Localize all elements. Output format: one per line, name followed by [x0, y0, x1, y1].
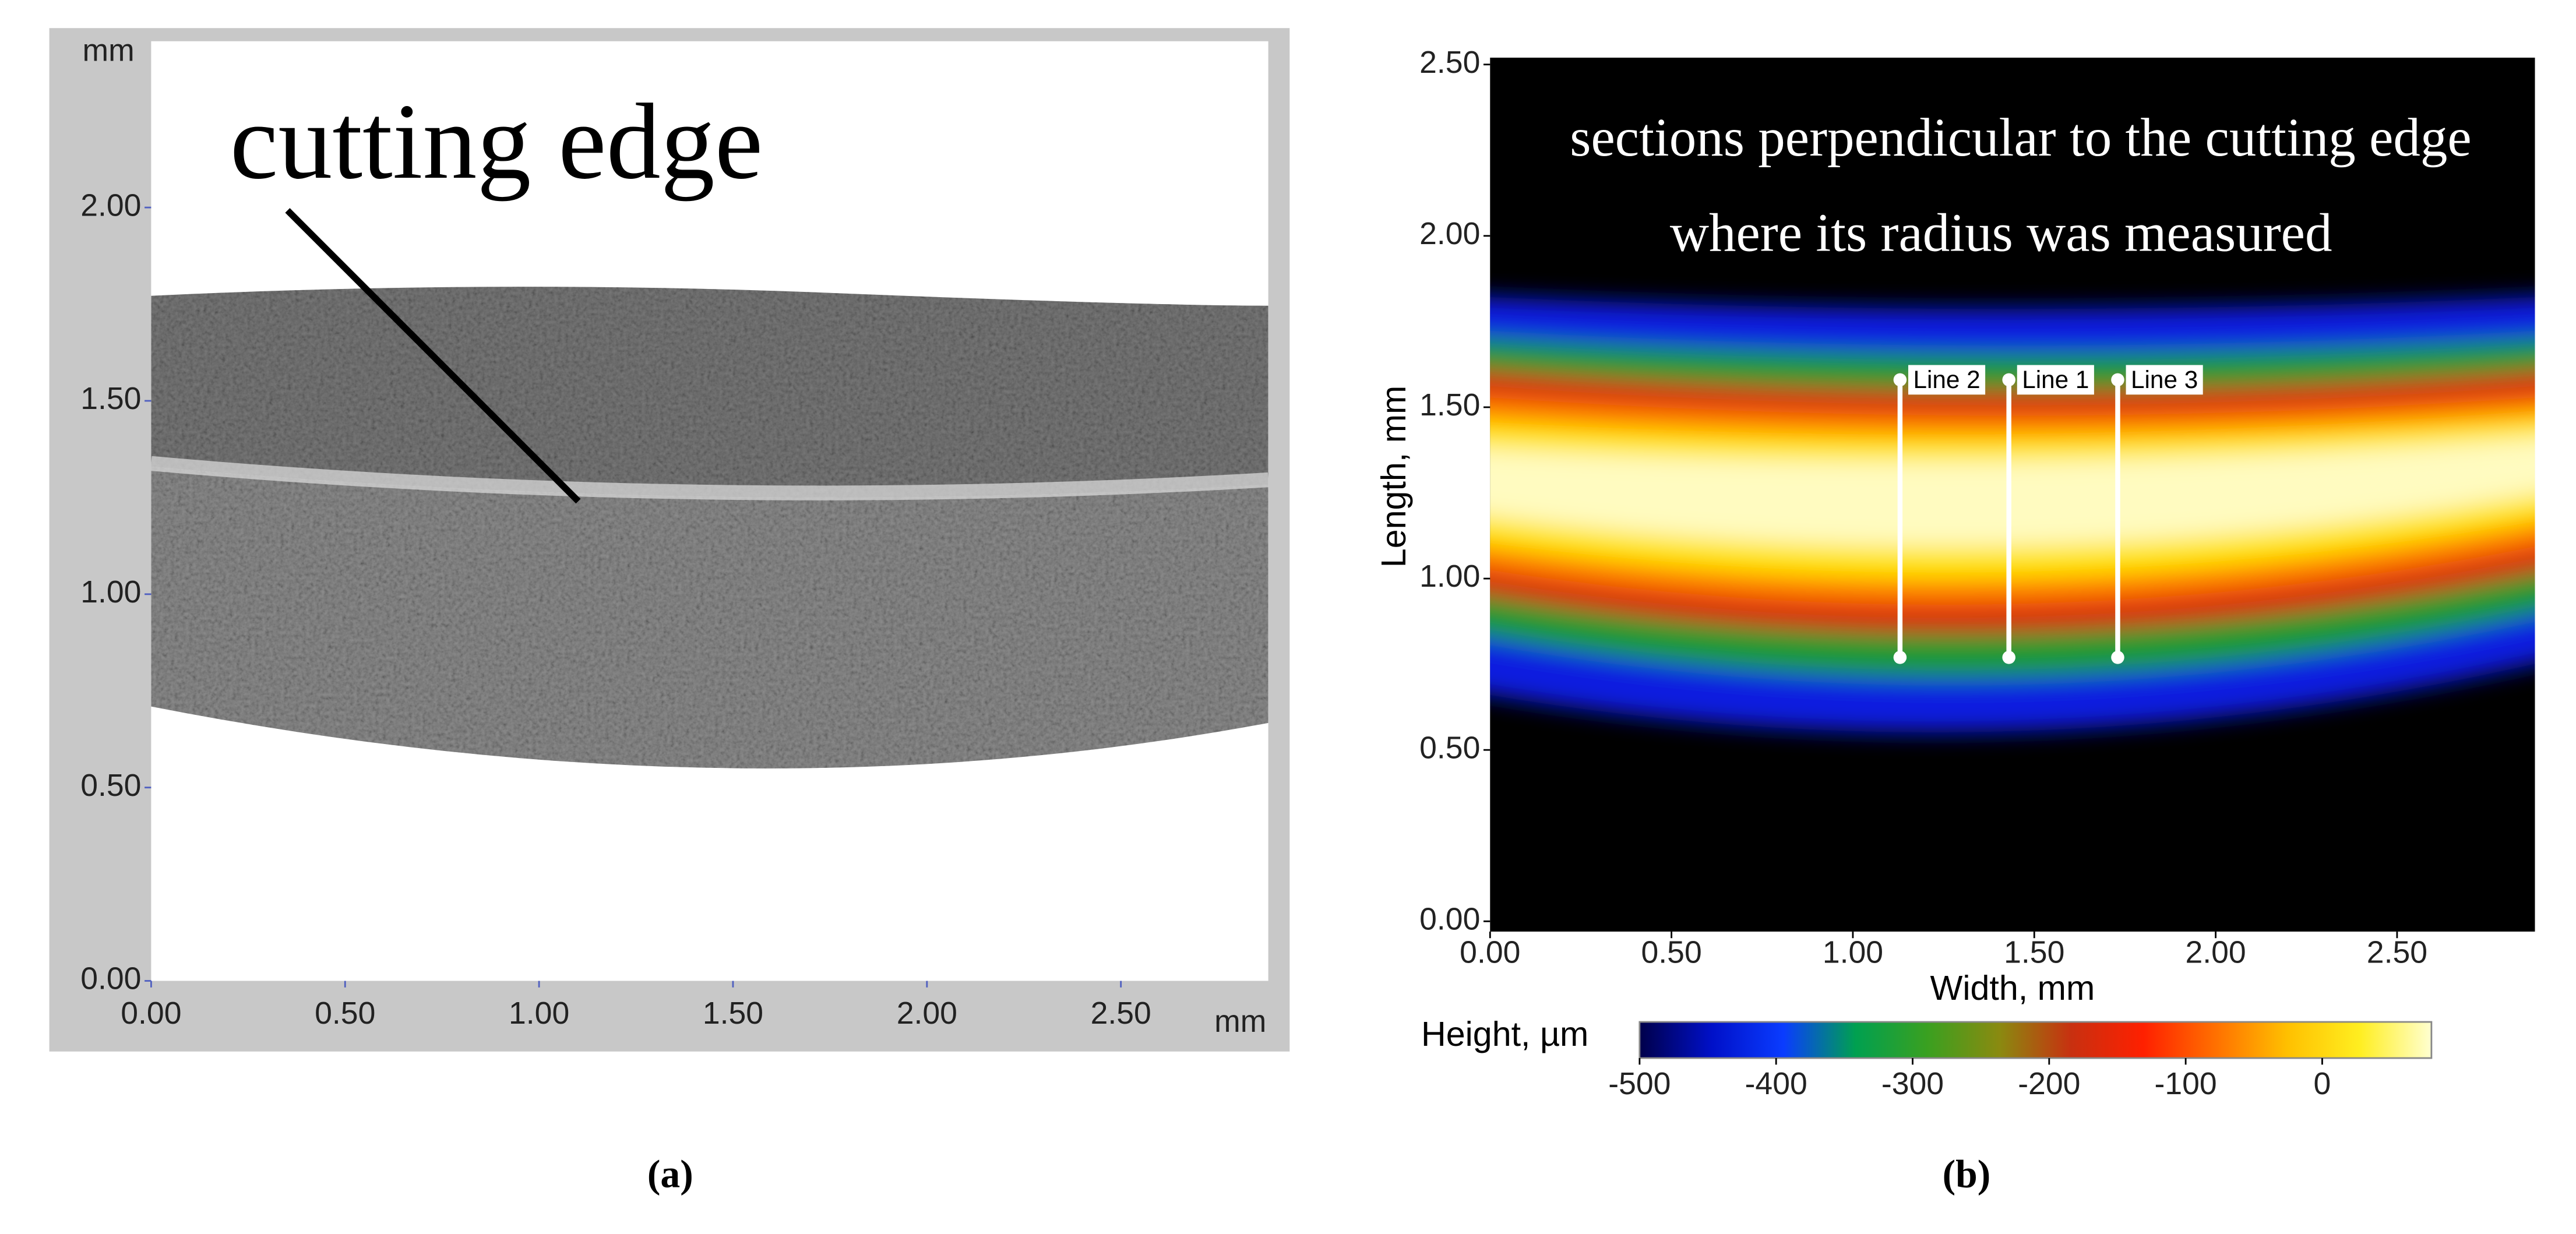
y-axis-label: Length, mm [1374, 386, 1413, 568]
section-end [2111, 373, 2124, 387]
x-tick-label: 2.00 [897, 996, 957, 1031]
y-tick-label: 1.00 [1419, 559, 1480, 594]
y-tick-label: 0.00 [80, 962, 141, 996]
rake-face [151, 287, 1268, 498]
x-tick-label: 2.50 [1091, 996, 1151, 1031]
colorbar-label: Height, µm [1421, 1014, 1588, 1053]
section-end [2002, 373, 2015, 387]
line-label: Line 3 [2131, 366, 2198, 393]
x-unit: mm [1214, 1004, 1266, 1039]
panel-label: (b) [1943, 1152, 1991, 1196]
colorbar-tick-label: -400 [1745, 1067, 1807, 1101]
y-unit: mm [82, 34, 134, 68]
colorbar-tick-label: 0 [2314, 1067, 2331, 1101]
x-tick-label: 2.00 [2185, 936, 2246, 970]
colorbar-tick-label: -100 [2155, 1067, 2217, 1101]
surface-image [151, 287, 1268, 768]
section-end [1893, 651, 1907, 664]
band [1490, 438, 2535, 547]
line-label-bg [1908, 365, 1986, 395]
y-tick-label: 2.50 [1419, 45, 1480, 80]
colorbar-tick-label: -500 [1608, 1067, 1671, 1101]
annotation-arrow [285, 208, 581, 504]
panel-label: (a) [647, 1152, 693, 1196]
flank-face [151, 467, 1268, 768]
y-tick-label: 0.00 [1419, 902, 1480, 936]
line-label-bg [2017, 365, 2094, 395]
x-tick-label: 1.00 [1823, 936, 1883, 970]
line-label-bg [2126, 365, 2203, 395]
annotation: cutting edge [230, 82, 763, 202]
x-tick-label: 1.00 [509, 996, 569, 1031]
height-map [1490, 297, 2535, 732]
y-tick-label: 1.00 [80, 575, 141, 609]
x-tick-label: 2.50 [2367, 936, 2427, 970]
section-end [2111, 651, 2124, 664]
x-tick-label: 0.00 [1460, 936, 1520, 970]
x-tick-label: 0.50 [315, 996, 375, 1031]
colorbar [1638, 1021, 2433, 1059]
y-tick-label: 2.00 [80, 188, 141, 223]
colorbar-tick-label: -200 [2018, 1067, 2080, 1101]
x-tick-label: 0.50 [1641, 936, 1701, 970]
edge-strip [151, 456, 1268, 500]
y-tick-label: 1.50 [1419, 388, 1480, 422]
section-end [1893, 373, 1907, 387]
line-label: Line 1 [2022, 366, 2089, 393]
x-axis-label: Width, mm [1930, 968, 2095, 1007]
section-end [2002, 651, 2015, 664]
y-tick-label: 0.50 [80, 768, 141, 803]
line-label: Line 2 [1913, 366, 1980, 393]
annotation: sections perpendicular to the cutting ed… [1570, 108, 2471, 168]
y-tick-label: 0.50 [1419, 731, 1480, 765]
annotation: where its radius was measured [1670, 203, 2332, 263]
y-tick-label: 1.50 [80, 382, 141, 416]
y-tick-label: 2.00 [1419, 217, 1480, 251]
x-tick-label: 1.50 [703, 996, 763, 1031]
colorbar-tick-label: -300 [1881, 1067, 1944, 1101]
x-tick-label: 0.00 [121, 996, 181, 1031]
x-tick-label: 1.50 [2004, 936, 2064, 970]
